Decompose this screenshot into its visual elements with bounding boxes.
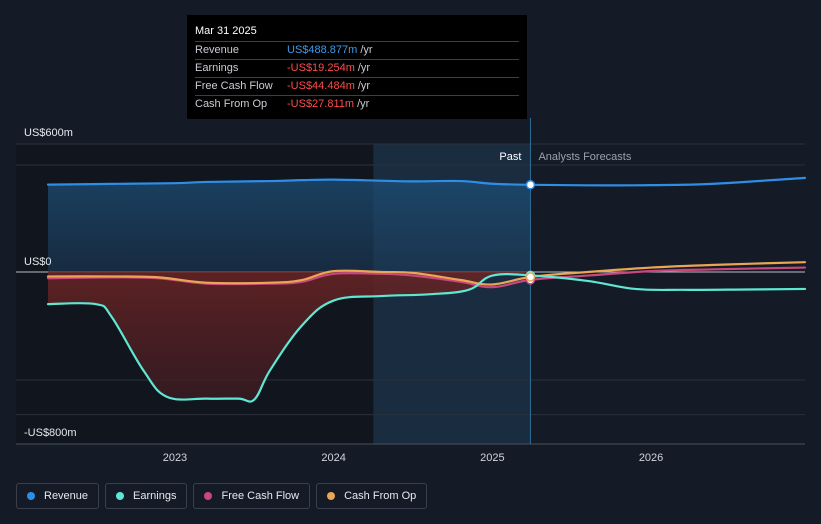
y-tick-label: US$600m xyxy=(24,127,73,139)
tooltip-row-revenue: Revenue US$488.877m /yr xyxy=(195,41,519,59)
cash-from-op-line xyxy=(46,261,807,286)
tooltip-value: US$488.877m xyxy=(287,44,358,56)
tooltip-value: -US$19.254m xyxy=(287,62,355,74)
x-tick-label: 2026 xyxy=(639,452,663,464)
tooltip-unit: /yr xyxy=(357,80,371,92)
y-tick-label: -US$800m xyxy=(24,427,77,439)
tooltip-label: Cash From Op xyxy=(195,98,268,110)
revenue-line xyxy=(46,176,807,187)
tooltip-value: -US$44.484m xyxy=(287,80,355,92)
revenue-dot-icon xyxy=(27,492,35,500)
tooltip-label: Free Cash Flow xyxy=(195,80,273,92)
tooltip-row-earnings: Earnings -US$19.254m /yr xyxy=(195,59,519,77)
legend-label: Revenue xyxy=(44,490,89,502)
analysts-forecasts-label: Analysts Forecasts xyxy=(538,151,631,163)
x-tick-label: 2023 xyxy=(163,452,187,464)
cash-from-op-marker xyxy=(525,272,536,282)
legend-label: Free Cash Flow xyxy=(221,490,300,502)
legend-item-cash-from-op[interactable]: Cash From Op xyxy=(316,483,428,509)
legend: Revenue Earnings Free Cash Flow Cash Fro… xyxy=(16,483,428,509)
tooltip-row-free-cash-flow: Free Cash Flow -US$44.484m /yr xyxy=(195,77,519,95)
x-tick-label: 2024 xyxy=(321,452,345,464)
tooltip-label: Revenue xyxy=(195,44,240,56)
legend-label: Earnings xyxy=(133,490,177,502)
y-tick-label: US$0 xyxy=(24,256,52,268)
tooltip-unit: /yr xyxy=(357,62,371,74)
legend-label: Cash From Op xyxy=(344,490,417,502)
tooltip-value: -US$27.811m xyxy=(287,98,355,110)
past-label: Past xyxy=(499,151,521,163)
free-cash-flow-dot-icon xyxy=(204,492,213,500)
revenue-area xyxy=(48,179,531,272)
earnings-line xyxy=(46,273,807,403)
tooltip-row-cash-from-op: Cash From Op -US$27.811m /yr xyxy=(195,95,519,113)
tooltip-label: Earnings xyxy=(195,62,239,74)
legend-item-revenue[interactable]: Revenue xyxy=(16,483,100,509)
tooltip-date: Mar 31 2025 xyxy=(195,25,257,37)
legend-item-earnings[interactable]: Earnings xyxy=(105,483,188,509)
tooltip-unit: /yr xyxy=(357,98,370,110)
legend-item-free-cash-flow[interactable]: Free Cash Flow xyxy=(193,483,311,509)
tooltip-unit: /yr xyxy=(360,44,373,56)
tooltip: Mar 31 2025 Revenue US$488.877m /yr Earn… xyxy=(187,15,527,119)
earnings-area xyxy=(48,272,531,402)
x-tick-label: 2025 xyxy=(480,452,504,464)
cash-from-op-dot-icon xyxy=(327,492,336,500)
revenue-marker xyxy=(525,180,536,190)
earnings-dot-icon xyxy=(116,492,125,500)
